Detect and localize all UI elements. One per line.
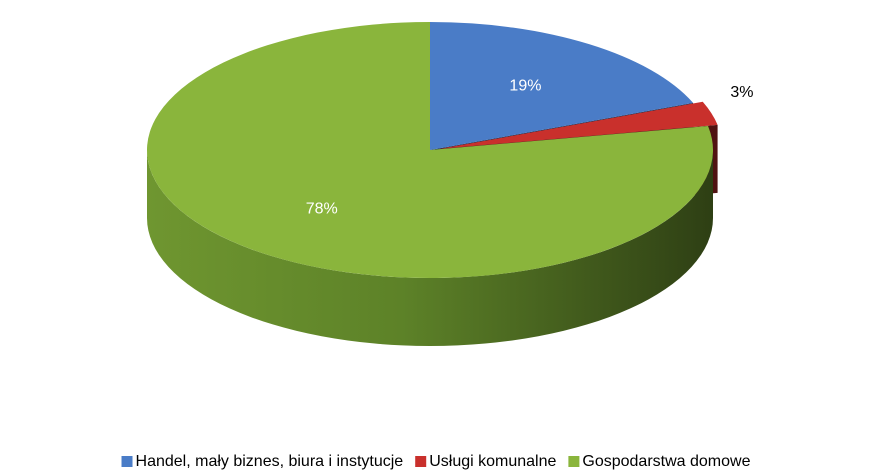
data-label: 19%	[509, 78, 541, 95]
legend-swatch	[415, 456, 427, 467]
slice	[439, 101, 718, 149]
data-label: 78%	[306, 200, 338, 217]
slice	[146, 22, 713, 278]
slice-side	[147, 150, 713, 346]
pie: 19% 3% 78%	[146, 22, 754, 346]
legend-label: Gospodarstwa domowe	[582, 453, 750, 470]
data-label: 3%	[730, 84, 753, 101]
legend-label: Handel, mały biznes, biura i instytucje	[136, 453, 404, 470]
legend-swatch	[121, 456, 133, 467]
legend: Handel, mały biznes, biura i instytucje U…	[121, 453, 751, 470]
legend-label: Usługi komunalne	[429, 453, 556, 470]
legend-swatch	[568, 456, 580, 467]
slice	[430, 22, 694, 150]
